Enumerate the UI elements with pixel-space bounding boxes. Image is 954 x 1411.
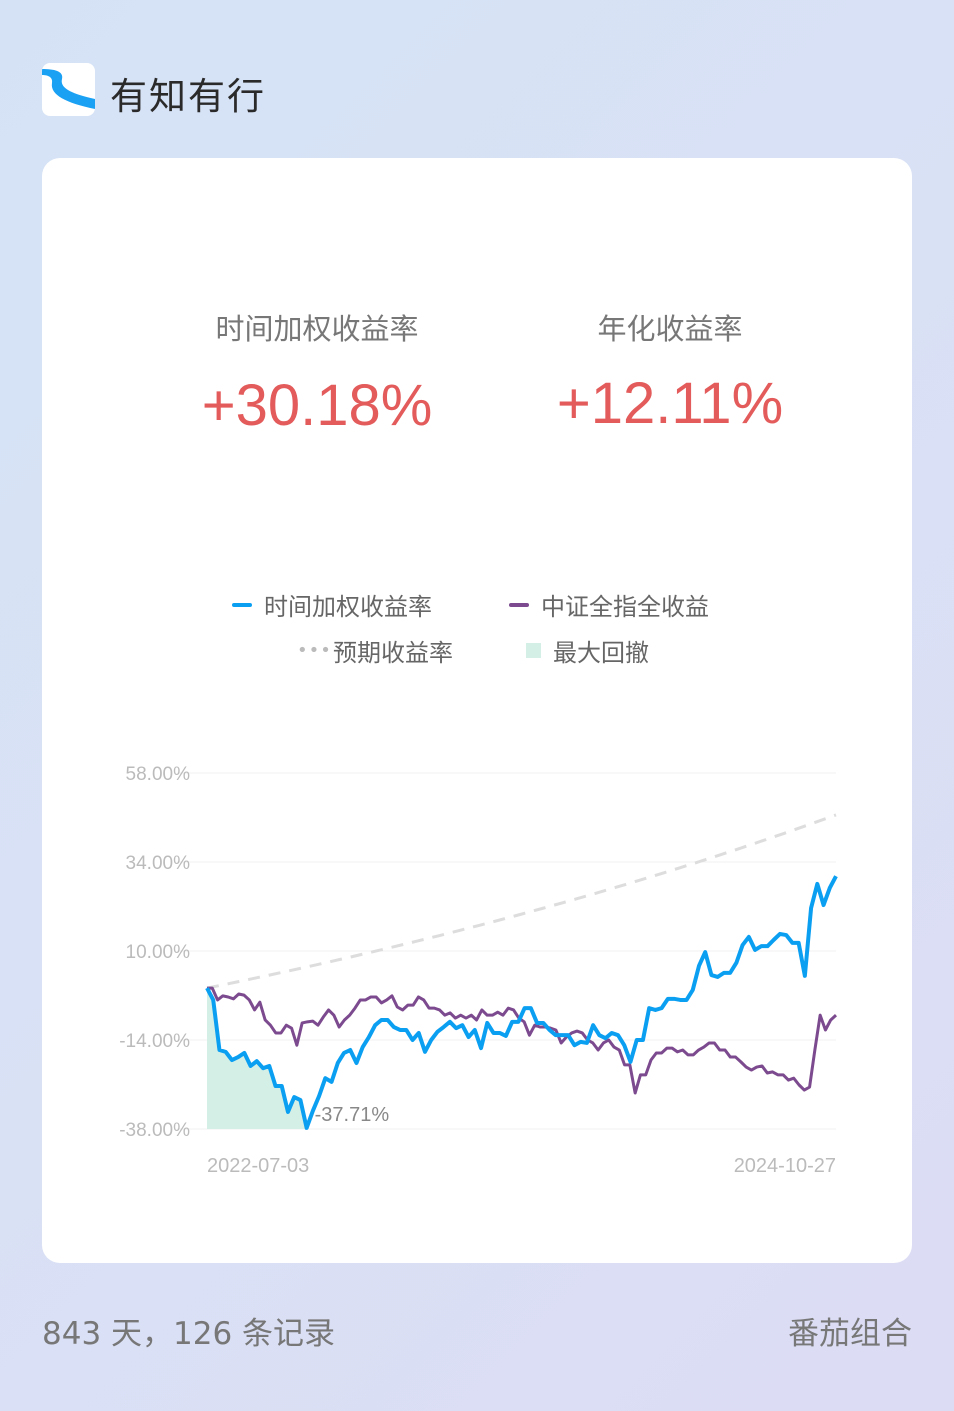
legend-label: 时间加权收益率 (264, 593, 432, 621)
summary-card (42, 158, 912, 1263)
legend-label: 预期收益率 (333, 639, 453, 667)
annualized-label: 年化收益率 (597, 312, 743, 346)
portfolio-name: 番茄组合 (788, 1316, 912, 1352)
annualized-value: +12.11% (556, 371, 784, 436)
legend-expected[interactable]: ••• 预期收益率 (297, 633, 453, 668)
twr-label: 时间加权收益率 (215, 312, 419, 346)
legend-label: 最大回撤 (553, 639, 649, 667)
max-drawdown-label: -37.71% (315, 1104, 390, 1126)
legend-twr[interactable]: 时间加权收益率 (232, 587, 432, 622)
index-return-line (207, 986, 838, 1095)
legend-drawdown[interactable]: 最大回撤 (526, 633, 649, 668)
x-tick-label: 2022-07-03 (207, 1155, 309, 1177)
y-tick-label: -14.00% (119, 1031, 190, 1052)
expected-return-line (206, 813, 837, 990)
legend-line-icon (232, 602, 252, 607)
legend-index[interactable]: 中证全指全收益 (509, 587, 709, 622)
y-tick-label: -38.00% (119, 1120, 190, 1141)
app-name: 有知有行 (110, 75, 266, 118)
twr-value: +30.18% (201, 373, 433, 438)
x-tick-label: 2024-10-27 (734, 1155, 836, 1177)
y-tick-label: 10.00% (126, 942, 191, 963)
twr-line (205, 875, 838, 1130)
legend-area-icon (526, 643, 541, 658)
y-tick-label: 34.00% (126, 853, 191, 874)
river-logo-icon (42, 63, 95, 116)
legend-line-icon (509, 602, 529, 607)
y-tick-label: 58.00% (126, 764, 191, 785)
legend-label: 中证全指全收益 (541, 593, 709, 621)
records-summary: 843 天，126 条记录 (42, 1316, 336, 1352)
